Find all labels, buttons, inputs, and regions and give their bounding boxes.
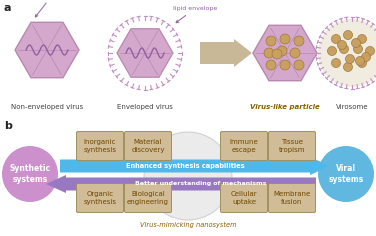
- Circle shape: [358, 59, 367, 67]
- Text: Immune
escape: Immune escape: [230, 139, 258, 153]
- Text: Material
discovery: Material discovery: [131, 139, 165, 153]
- Text: Better understanding of mechanisms: Better understanding of mechanisms: [135, 181, 267, 186]
- Circle shape: [353, 45, 362, 54]
- FancyBboxPatch shape: [124, 131, 171, 160]
- Circle shape: [144, 132, 232, 220]
- Circle shape: [365, 46, 374, 55]
- Circle shape: [266, 36, 276, 46]
- FancyArrow shape: [200, 39, 252, 67]
- Text: Biological
engineering: Biological engineering: [127, 191, 169, 205]
- Circle shape: [327, 46, 337, 55]
- Circle shape: [272, 49, 282, 59]
- Circle shape: [338, 41, 347, 50]
- Text: Tissue
tropism: Tissue tropism: [279, 139, 305, 153]
- Circle shape: [332, 59, 341, 67]
- Text: a: a: [4, 3, 12, 13]
- Circle shape: [318, 146, 374, 202]
- Circle shape: [340, 45, 349, 54]
- FancyArrow shape: [46, 175, 316, 193]
- Circle shape: [358, 34, 367, 43]
- Circle shape: [2, 146, 58, 202]
- Text: Organic
synthesis: Organic synthesis: [83, 191, 117, 205]
- Circle shape: [294, 36, 304, 46]
- Circle shape: [280, 60, 290, 70]
- Text: b: b: [4, 121, 12, 131]
- Text: Viral
systems: Viral systems: [328, 164, 364, 184]
- Text: Cellular
uptake: Cellular uptake: [231, 191, 257, 205]
- Circle shape: [294, 60, 304, 70]
- Circle shape: [264, 48, 274, 58]
- Circle shape: [352, 38, 361, 47]
- FancyBboxPatch shape: [220, 131, 267, 160]
- Circle shape: [346, 55, 355, 63]
- Circle shape: [355, 56, 364, 66]
- Text: Virus-mimicking nanosystem: Virus-mimicking nanosystem: [140, 222, 236, 228]
- FancyArrow shape: [60, 157, 330, 175]
- FancyBboxPatch shape: [76, 131, 123, 160]
- Circle shape: [332, 34, 341, 43]
- Text: Non-enveloped virus: Non-enveloped virus: [11, 104, 83, 110]
- Circle shape: [344, 63, 353, 72]
- Circle shape: [280, 34, 290, 44]
- Circle shape: [361, 52, 370, 62]
- Text: Virosome: Virosome: [336, 104, 368, 110]
- FancyBboxPatch shape: [220, 184, 267, 212]
- Circle shape: [344, 30, 353, 39]
- Text: Membrane
fusion: Membrane fusion: [273, 191, 311, 205]
- Circle shape: [290, 48, 300, 58]
- Polygon shape: [15, 22, 79, 78]
- Circle shape: [277, 46, 287, 56]
- FancyBboxPatch shape: [76, 184, 123, 212]
- Circle shape: [318, 19, 376, 87]
- FancyBboxPatch shape: [268, 184, 315, 212]
- Text: lipid envelope: lipid envelope: [173, 6, 217, 23]
- FancyBboxPatch shape: [268, 131, 315, 160]
- Circle shape: [266, 60, 276, 70]
- Text: Enveloped virus: Enveloped virus: [117, 104, 173, 110]
- Text: protein shell: protein shell: [32, 0, 71, 17]
- FancyBboxPatch shape: [124, 184, 171, 212]
- Polygon shape: [117, 29, 173, 77]
- Text: Synthetic
systems: Synthetic systems: [9, 164, 50, 184]
- Text: Enhanced synthesis capabilities: Enhanced synthesis capabilities: [126, 163, 244, 169]
- Text: Inorganic
synthesis: Inorganic synthesis: [83, 139, 117, 153]
- Polygon shape: [253, 25, 317, 81]
- Text: Virus-like particle: Virus-like particle: [250, 104, 320, 110]
